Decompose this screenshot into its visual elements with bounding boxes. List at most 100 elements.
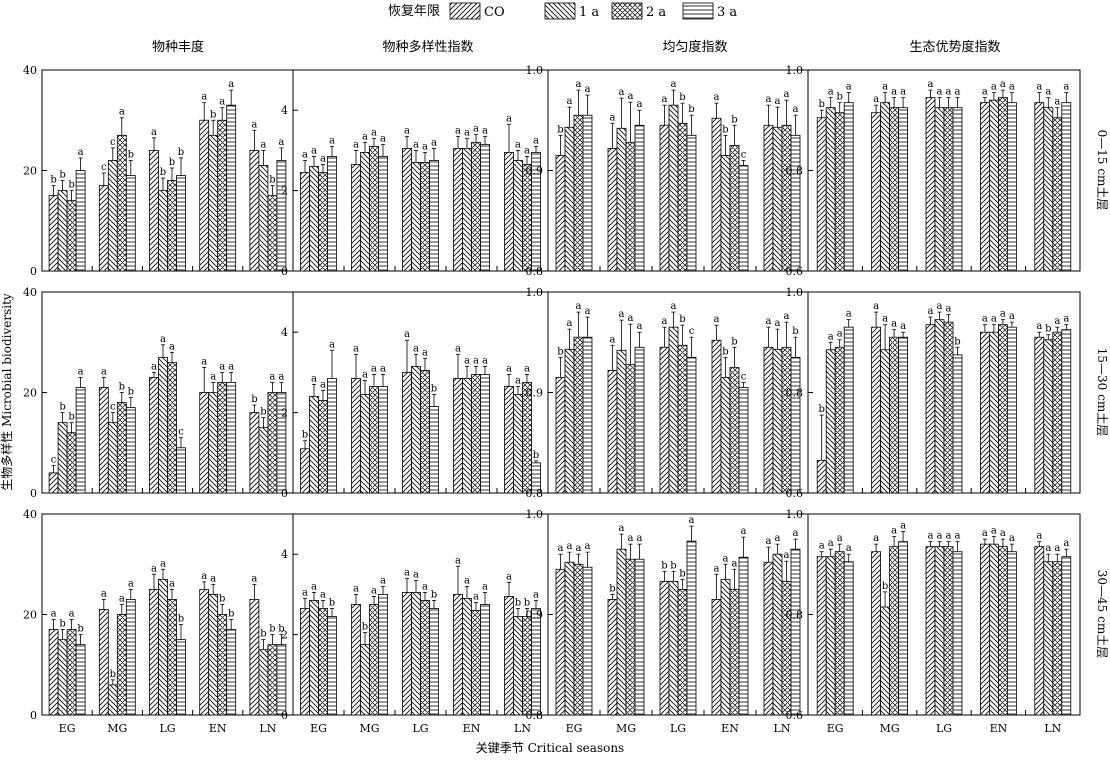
bar <box>471 374 481 494</box>
bar <box>318 608 328 716</box>
bar <box>48 629 59 716</box>
significance-letter: b <box>679 568 685 579</box>
bar <box>369 145 379 272</box>
y-tick-label: 1.0 <box>786 508 804 521</box>
significance-letter: a <box>533 135 539 146</box>
bar <box>158 356 168 494</box>
bar <box>943 321 954 494</box>
significance-letter: a <box>873 533 879 544</box>
bar <box>616 349 627 494</box>
y-tick-label: 0.9 <box>526 609 544 622</box>
bar <box>249 149 260 272</box>
bar <box>729 588 740 716</box>
significance-letter: b <box>818 404 824 415</box>
significance-letter: a <box>891 319 897 330</box>
legend-swatch-1a <box>544 2 576 20</box>
bar <box>522 164 532 272</box>
bar <box>167 361 177 494</box>
significance-letter: a <box>900 321 906 332</box>
x-tick-label: MG <box>880 722 900 735</box>
significance-letter: c <box>741 149 747 160</box>
significance-letter: a <box>482 581 488 592</box>
significance-letter: a <box>828 87 834 98</box>
significance-letter: a <box>1054 316 1060 327</box>
bar <box>57 422 68 494</box>
bar <box>834 112 845 272</box>
significance-letter: a <box>610 112 616 123</box>
bar <box>378 594 388 716</box>
significance-letter: a <box>353 343 359 354</box>
bar <box>513 616 523 716</box>
significance-letter: b <box>609 583 615 594</box>
bar <box>276 644 287 716</box>
bar <box>564 561 575 716</box>
bar <box>226 104 237 272</box>
bar <box>889 546 899 716</box>
x-tick-label: MG <box>107 722 127 735</box>
bar <box>1052 561 1063 716</box>
bar <box>1061 556 1072 716</box>
significance-letter: b <box>362 622 368 633</box>
significance-letter: a <box>585 84 591 95</box>
significance-letter: b <box>557 124 563 135</box>
legend-title: 恢复年限 <box>388 4 440 19</box>
bar <box>1061 102 1072 272</box>
significance-letter: a <box>1054 543 1060 554</box>
y-tick-label: 20 <box>23 387 37 400</box>
significance-letter: b <box>128 149 134 160</box>
y-tick-label: 0.6 <box>786 265 804 278</box>
bar <box>98 387 109 494</box>
significance-letter: b <box>278 624 284 635</box>
significance-letter: a <box>311 581 317 592</box>
y-tick-label: 4 <box>281 548 288 561</box>
bar <box>66 629 77 716</box>
x-tick-label: LN <box>514 722 531 735</box>
significance-letter: b <box>59 402 65 413</box>
bar <box>116 614 127 716</box>
bar <box>351 164 361 272</box>
significance-letter: a <box>714 92 720 103</box>
significance-letter: a <box>422 581 428 592</box>
significance-letter: a <box>228 361 234 372</box>
bar <box>351 378 361 494</box>
significance-letter: b <box>329 597 335 608</box>
x-tick-label: LN <box>774 722 791 735</box>
bar <box>208 594 219 716</box>
bar <box>276 160 287 272</box>
legend-label-3a: 3 a <box>717 5 737 20</box>
bar <box>668 580 679 716</box>
significance-letter: a <box>228 79 234 90</box>
bar <box>843 326 854 494</box>
significance-letter: a <box>628 533 634 544</box>
significance-letter: a <box>455 555 461 566</box>
significance-letter: a <box>637 99 643 110</box>
row-label-0-15: 0—15 cm土层 <box>1095 130 1109 211</box>
significance-letter: a <box>576 301 582 312</box>
row-label-30-45: 30—45 cm土层 <box>1095 570 1109 658</box>
significance-letter: a <box>741 526 747 537</box>
significance-letter: a <box>928 306 934 317</box>
bar <box>309 166 319 272</box>
bar <box>1034 102 1045 272</box>
y-tick-label: 1.0 <box>526 286 544 299</box>
significance-letter: a <box>1045 543 1051 554</box>
bar <box>772 553 783 716</box>
significance-letter: a <box>585 306 591 317</box>
bar <box>834 551 845 716</box>
bar <box>75 644 86 716</box>
bar <box>720 578 731 716</box>
significance-letter: b <box>160 167 166 178</box>
bar <box>378 156 388 272</box>
x-tick-label: EN <box>721 722 739 735</box>
bar <box>871 551 881 716</box>
significance-letter: a <box>928 79 934 90</box>
bar <box>889 336 899 494</box>
significance-letter: b <box>169 157 175 168</box>
bar <box>816 459 827 494</box>
bar <box>763 346 774 494</box>
significance-letter: a <box>610 334 616 345</box>
bar <box>998 546 1008 716</box>
significance-letter: a <box>723 553 729 564</box>
